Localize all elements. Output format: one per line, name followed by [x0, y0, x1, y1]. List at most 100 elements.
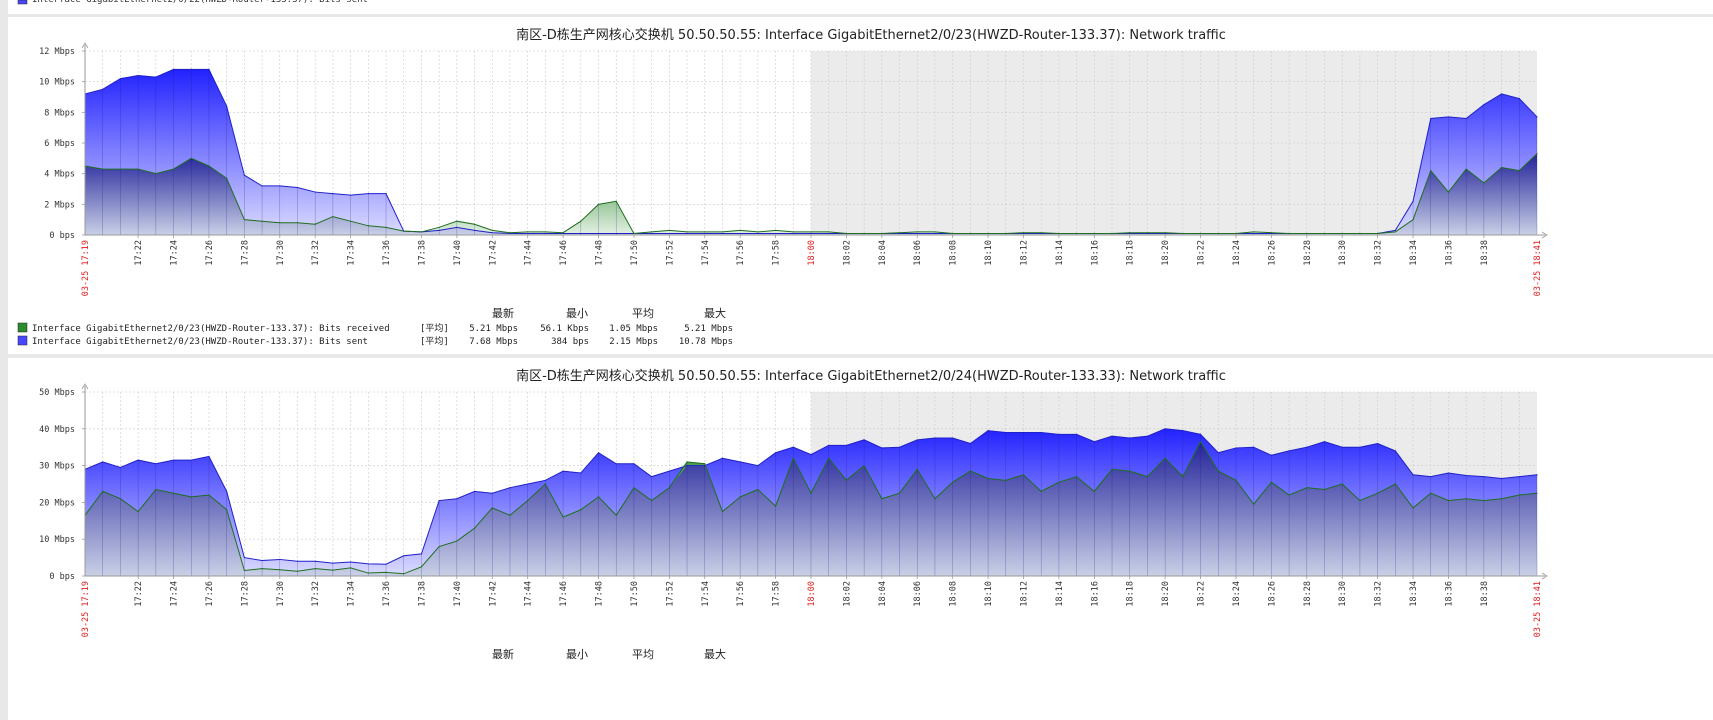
data-point-sent — [1076, 433, 1078, 435]
data-point-received — [1235, 232, 1237, 235]
x-end-label: 03-25 18:41 — [1533, 581, 1543, 637]
data-point-received — [544, 231, 546, 233]
data-point-received — [102, 490, 104, 492]
data-point-sent — [208, 455, 210, 457]
x-tick-label: 17:48 — [595, 581, 605, 607]
data-point-sent — [1430, 476, 1432, 478]
data-point-sent — [597, 452, 600, 454]
data-point-sent — [420, 553, 423, 555]
data-point-sent — [828, 444, 830, 446]
data-point-received — [1253, 231, 1255, 233]
data-point-sent — [1394, 229, 1396, 231]
data-point-sent — [527, 483, 529, 485]
data-point-sent — [243, 174, 245, 176]
data-point-received — [597, 203, 600, 205]
data-point-received — [881, 498, 883, 500]
x-tick-label: 17:46 — [559, 581, 569, 607]
data-point-received — [1483, 182, 1485, 184]
data-point-received — [350, 220, 352, 222]
x-tick-label: 17:26 — [205, 240, 215, 266]
x-tick-label: 18:08 — [949, 240, 959, 266]
data-point-sent — [1022, 431, 1025, 434]
data-point-received — [1253, 503, 1255, 505]
data-point-received — [757, 488, 759, 491]
data-point-sent — [1235, 447, 1237, 449]
data-point-sent — [952, 437, 954, 439]
data-point-received — [1412, 219, 1414, 221]
data-point-sent — [1483, 476, 1485, 478]
x-tick-label: 18:22 — [1197, 240, 1207, 266]
data-point-received — [491, 507, 493, 509]
data-point-sent — [1306, 446, 1308, 448]
series-area-overlap — [85, 153, 1537, 235]
data-point-received — [1111, 232, 1113, 235]
x-tick-label: 18:16 — [1090, 581, 1100, 607]
x-tick-label: 18:00 — [807, 240, 817, 266]
x-tick-label: 17:42 — [488, 581, 498, 607]
data-point-received — [1022, 474, 1025, 476]
data-point-sent — [828, 232, 830, 235]
data-point-sent — [615, 232, 617, 235]
data-point-sent — [1253, 446, 1255, 448]
data-point-sent — [1518, 476, 1520, 478]
data-point-received — [1146, 476, 1149, 478]
legend-header: 最新 — [492, 306, 514, 320]
data-point-received — [597, 496, 600, 498]
data-point-received — [208, 165, 210, 167]
y-tick-label: 0 bps — [49, 572, 75, 582]
data-point-received — [1377, 492, 1379, 494]
data-point-received — [527, 499, 529, 502]
data-point-received — [721, 511, 724, 513]
data-point-received — [119, 498, 122, 500]
data-point-received — [1288, 232, 1290, 235]
data-point-received — [172, 168, 175, 170]
data-point-received — [1270, 481, 1272, 483]
x-tick-label: 17:22 — [134, 581, 144, 607]
legend-header: 最新 — [492, 647, 514, 661]
x-tick-label: 17:32 — [311, 581, 321, 607]
data-point-received — [934, 498, 936, 500]
data-point-received — [916, 231, 918, 233]
x-tick-label: 18:26 — [1267, 240, 1277, 266]
data-point-received — [739, 229, 741, 231]
data-point-received — [792, 457, 794, 459]
x-tick-label: 17:52 — [665, 240, 675, 266]
x-tick-label: 17:28 — [240, 240, 250, 266]
data-point-received — [314, 568, 316, 570]
legend-swatch-prev — [17, 0, 28, 5]
x-tick-label: 18:20 — [1161, 581, 1171, 607]
data-point-sent — [916, 439, 918, 441]
x-tick-label: 18:28 — [1303, 240, 1313, 266]
data-point-received — [774, 505, 777, 507]
data-point-sent — [898, 446, 901, 448]
data-point-received — [1341, 483, 1343, 485]
data-point-sent — [1288, 450, 1290, 452]
data-point-received — [137, 168, 139, 170]
data-point-received — [898, 492, 901, 494]
data-point-sent — [473, 229, 476, 231]
data-point-received — [1146, 232, 1149, 234]
data-point-received — [1412, 507, 1414, 509]
x-tick-label: 17:58 — [772, 240, 782, 266]
data-point-sent — [774, 232, 777, 235]
x-tick-label: 17:30 — [276, 240, 286, 266]
data-point-received — [934, 231, 936, 233]
data-point-received — [438, 226, 440, 228]
data-point-sent — [1500, 93, 1503, 95]
data-point-received — [226, 509, 228, 511]
data-point-received — [633, 487, 635, 489]
data-point-received — [969, 470, 971, 472]
data-point-sent — [1182, 430, 1184, 432]
chart-panel-ge2-0-23: 南区-D栋生产网核心交换机 50.50.50.55: Interface Gig… — [8, 17, 1713, 354]
data-point-sent — [651, 232, 653, 235]
data-point-sent — [473, 490, 476, 492]
data-point-received — [1323, 232, 1326, 235]
data-point-received — [509, 232, 511, 234]
x-axis-arrow — [1541, 231, 1548, 239]
legend-header: 平均 — [632, 648, 654, 661]
data-point-received — [1129, 470, 1131, 472]
data-point-sent — [119, 78, 122, 80]
data-point-received — [1093, 490, 1095, 492]
data-point-received — [1217, 232, 1219, 235]
data-point-sent — [651, 476, 653, 478]
